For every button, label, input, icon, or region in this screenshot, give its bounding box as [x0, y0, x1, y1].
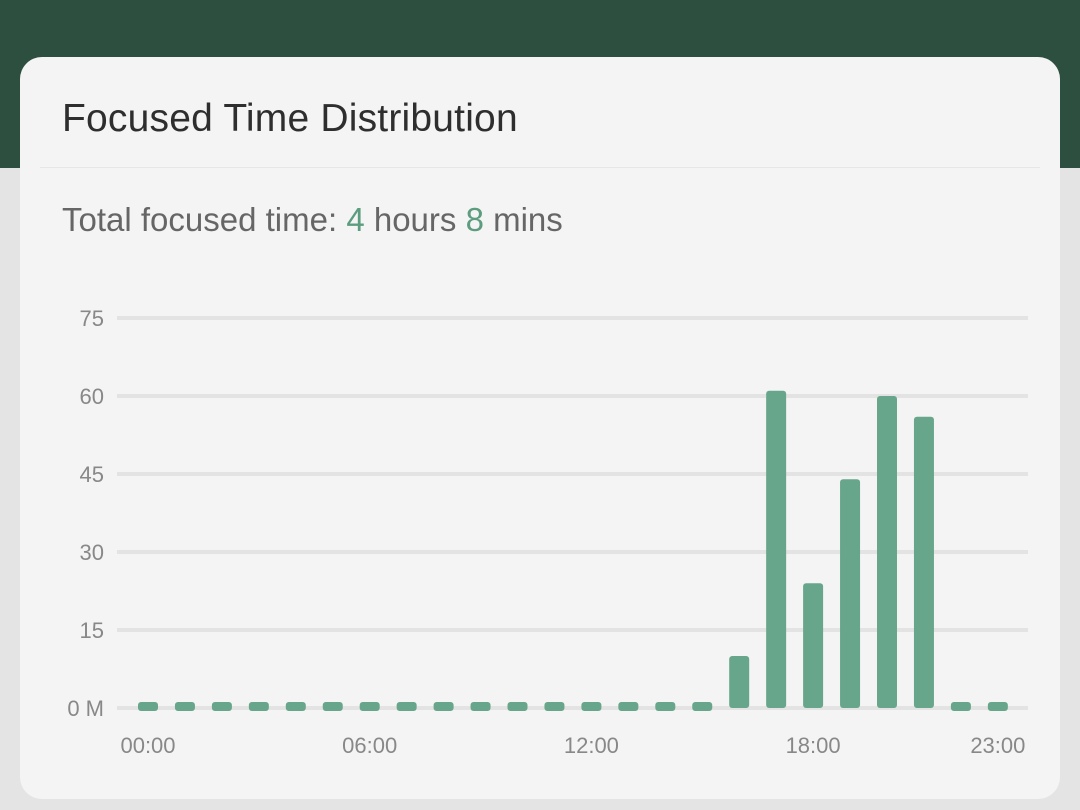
bar-03:00[interactable] [248, 702, 269, 711]
y-axis-ticks: 0 M 15 30 45 60 75 [67, 306, 104, 721]
bar-20:00[interactable] [877, 396, 897, 708]
bar-22:00[interactable] [950, 702, 971, 711]
x-tick-label: 18:00 [786, 733, 841, 758]
bar-19:00[interactable] [840, 479, 861, 708]
focused-time-bar-chart: 0 M 15 30 45 60 75 00:00 06:00 12:00 18:00 23:00 [67, 306, 1028, 758]
bar-06:00[interactable] [359, 702, 380, 711]
x-tick-label: 06:00 [342, 733, 397, 758]
bar-13:00[interactable] [618, 702, 639, 711]
x-axis-ticks: 00:00 06:00 12:00 18:00 23:00 [120, 733, 1025, 758]
y-gridlines [117, 316, 1028, 710]
y-tick-label: 0 M [67, 696, 104, 721]
bar-10:00[interactable] [507, 702, 528, 711]
bar-16:00[interactable] [729, 656, 750, 708]
total-focused-time: Total focused time: 4 hours 8 mins [62, 201, 563, 239]
summary-hours-unit: hours [373, 201, 457, 238]
bars [138, 390, 1008, 711]
bar-23:00[interactable] [987, 702, 1008, 711]
x-tick-label: 12:00 [564, 733, 619, 758]
bar-04:00[interactable] [285, 702, 306, 711]
bar-14:00[interactable] [655, 702, 676, 711]
bar-02:00[interactable] [211, 702, 232, 711]
x-tick-label: 00:00 [120, 733, 175, 758]
card-header: Focused Time Distribution [40, 57, 1040, 168]
bar-18:00[interactable] [803, 583, 824, 708]
y-tick-label: 30 [80, 540, 104, 565]
bar-15:00[interactable] [692, 702, 713, 711]
chart-card: Focused Time Distribution Total focused … [20, 57, 1060, 799]
x-tick-label: 23:00 [970, 733, 1025, 758]
summary-hours-value: 4 [346, 201, 365, 238]
bar-11:00[interactable] [544, 702, 565, 711]
y-tick-label: 45 [80, 462, 104, 487]
bar-00:00[interactable] [138, 702, 158, 711]
summary-label: Total focused time: [62, 201, 338, 238]
bar-05:00[interactable] [322, 702, 343, 711]
card-title: Focused Time Distribution [62, 97, 518, 140]
bar-01:00[interactable] [174, 702, 195, 711]
y-tick-label: 15 [80, 618, 104, 643]
bar-12:00[interactable] [581, 702, 602, 711]
bar-09:00[interactable] [470, 702, 491, 711]
y-tick-label: 75 [80, 306, 104, 331]
summary-mins-unit: mins [493, 201, 563, 238]
bar-21:00[interactable] [913, 416, 934, 708]
bar-17:00[interactable] [766, 390, 787, 708]
bar-07:00[interactable] [396, 702, 417, 711]
y-tick-label: 60 [80, 384, 104, 409]
bar-08:00[interactable] [433, 702, 454, 711]
summary-mins-value: 8 [465, 201, 484, 238]
